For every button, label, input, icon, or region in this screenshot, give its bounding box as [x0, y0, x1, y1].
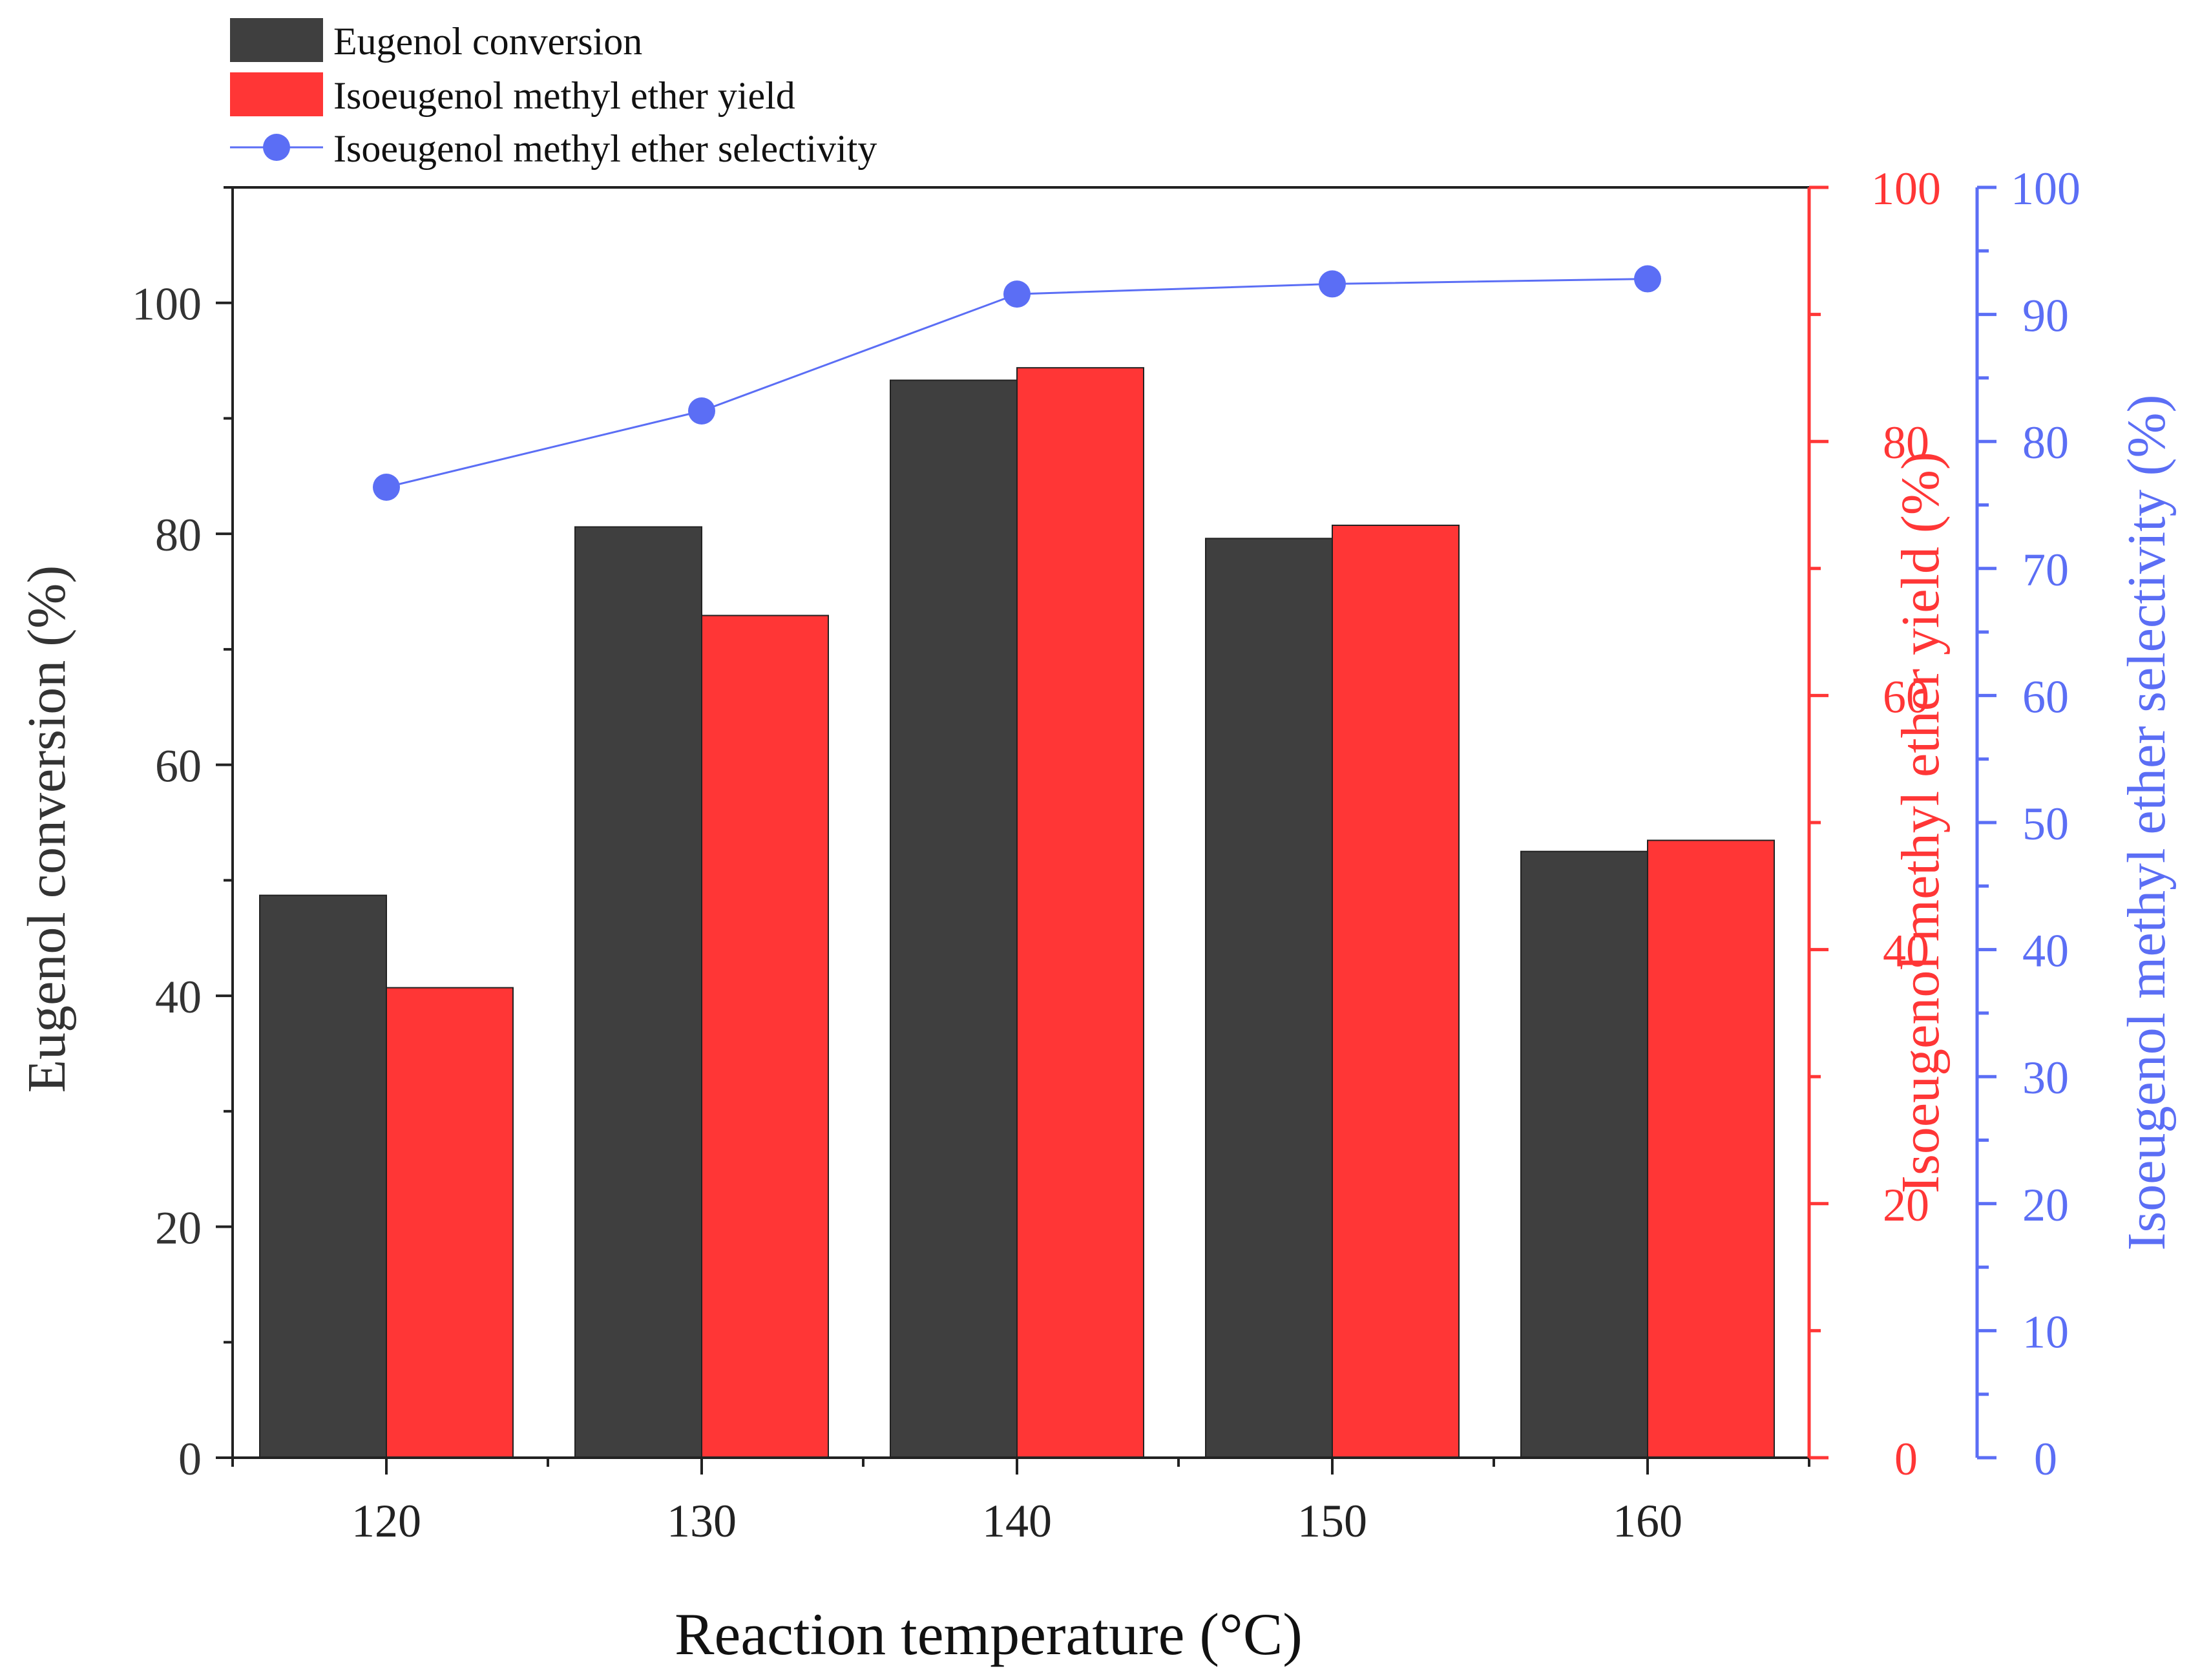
legend-marker-selectivity	[263, 134, 290, 161]
yield-tick-label: 100	[1871, 163, 1941, 215]
left-tick-label: 60	[155, 740, 202, 792]
yield-tick-label: 0	[1894, 1433, 1918, 1485]
yield-tick-label: 80	[1883, 417, 1929, 468]
yield-tick-label: 60	[1883, 671, 1929, 722]
legend-label: Isoeugenol methyl ether yield	[333, 74, 795, 117]
selectivity-tick-label: 0	[2034, 1433, 2057, 1485]
bar-conversion-160	[1520, 850, 1648, 1458]
selectivity-tick-label: 80	[2022, 417, 2069, 468]
selectivity-point-150	[1319, 270, 1346, 298]
bar-conversion-130	[574, 526, 702, 1459]
legend-label: Eugenol conversion	[333, 20, 642, 63]
x-axis-label: Reaction temperature (°C)	[675, 1601, 1303, 1667]
yield-axis-label: Isoeugenol methyl ether yield (%)	[1891, 452, 1951, 1193]
selectivity-tick-label: 40	[2022, 925, 2069, 977]
left-tick-label: 40	[155, 971, 202, 1023]
selectivity-tick-label: 100	[2011, 163, 2080, 215]
bar-conversion-120	[259, 894, 387, 1458]
bar-yield-120	[386, 987, 514, 1458]
selectivity-tick-label: 50	[2022, 798, 2069, 850]
selectivity-point-120	[373, 473, 400, 501]
legend-swatch-conversion	[230, 18, 323, 62]
bar-yield-140	[1016, 367, 1144, 1458]
selectivity-tick-label: 90	[2022, 290, 2069, 342]
selectivity-tick-label: 70	[2022, 544, 2069, 596]
selectivity-axis-label: Isoeugenol methyl ether selectivity (%)	[2117, 395, 2177, 1251]
legend-label: Isoeugenol methyl ether selectivity	[333, 127, 877, 170]
bar-conversion-150	[1205, 538, 1333, 1458]
selectivity-tick-label: 10	[2022, 1306, 2069, 1358]
x-tick-label: 130	[667, 1495, 737, 1547]
selectivity-tick-label: 20	[2022, 1179, 2069, 1231]
left-tick-label: 20	[155, 1202, 202, 1254]
selectivity-point-160	[1634, 265, 1661, 293]
left-axis-label: Eugenol conversion (%)	[17, 565, 77, 1093]
bar-conversion-140	[890, 379, 1018, 1459]
bar-yield-160	[1647, 839, 1775, 1459]
left-tick-label: 100	[132, 278, 202, 330]
x-tick-label: 140	[982, 1495, 1052, 1547]
bar-yield-130	[701, 614, 829, 1458]
x-tick-label: 120	[351, 1495, 421, 1547]
selectivity-point-140	[1003, 280, 1031, 308]
legend-swatch-yield	[230, 72, 323, 116]
selectivity-series	[373, 265, 1661, 501]
x-tick-label: 150	[1297, 1495, 1367, 1547]
x-tick-label: 160	[1613, 1495, 1682, 1547]
yield-tick-label: 20	[1883, 1179, 1929, 1231]
bar-yield-150	[1332, 524, 1460, 1458]
selectivity-tick-label: 30	[2022, 1052, 2069, 1104]
selectivity-tick-label: 60	[2022, 671, 2069, 722]
yield-tick-label: 40	[1883, 925, 1929, 977]
left-tick-label: 0	[178, 1433, 202, 1485]
legend: Eugenol conversion Isoeugenol methyl ethe…	[230, 18, 877, 170]
selectivity-point-130	[688, 397, 715, 425]
bars	[259, 367, 1775, 1459]
left-tick-label: 80	[155, 509, 202, 561]
